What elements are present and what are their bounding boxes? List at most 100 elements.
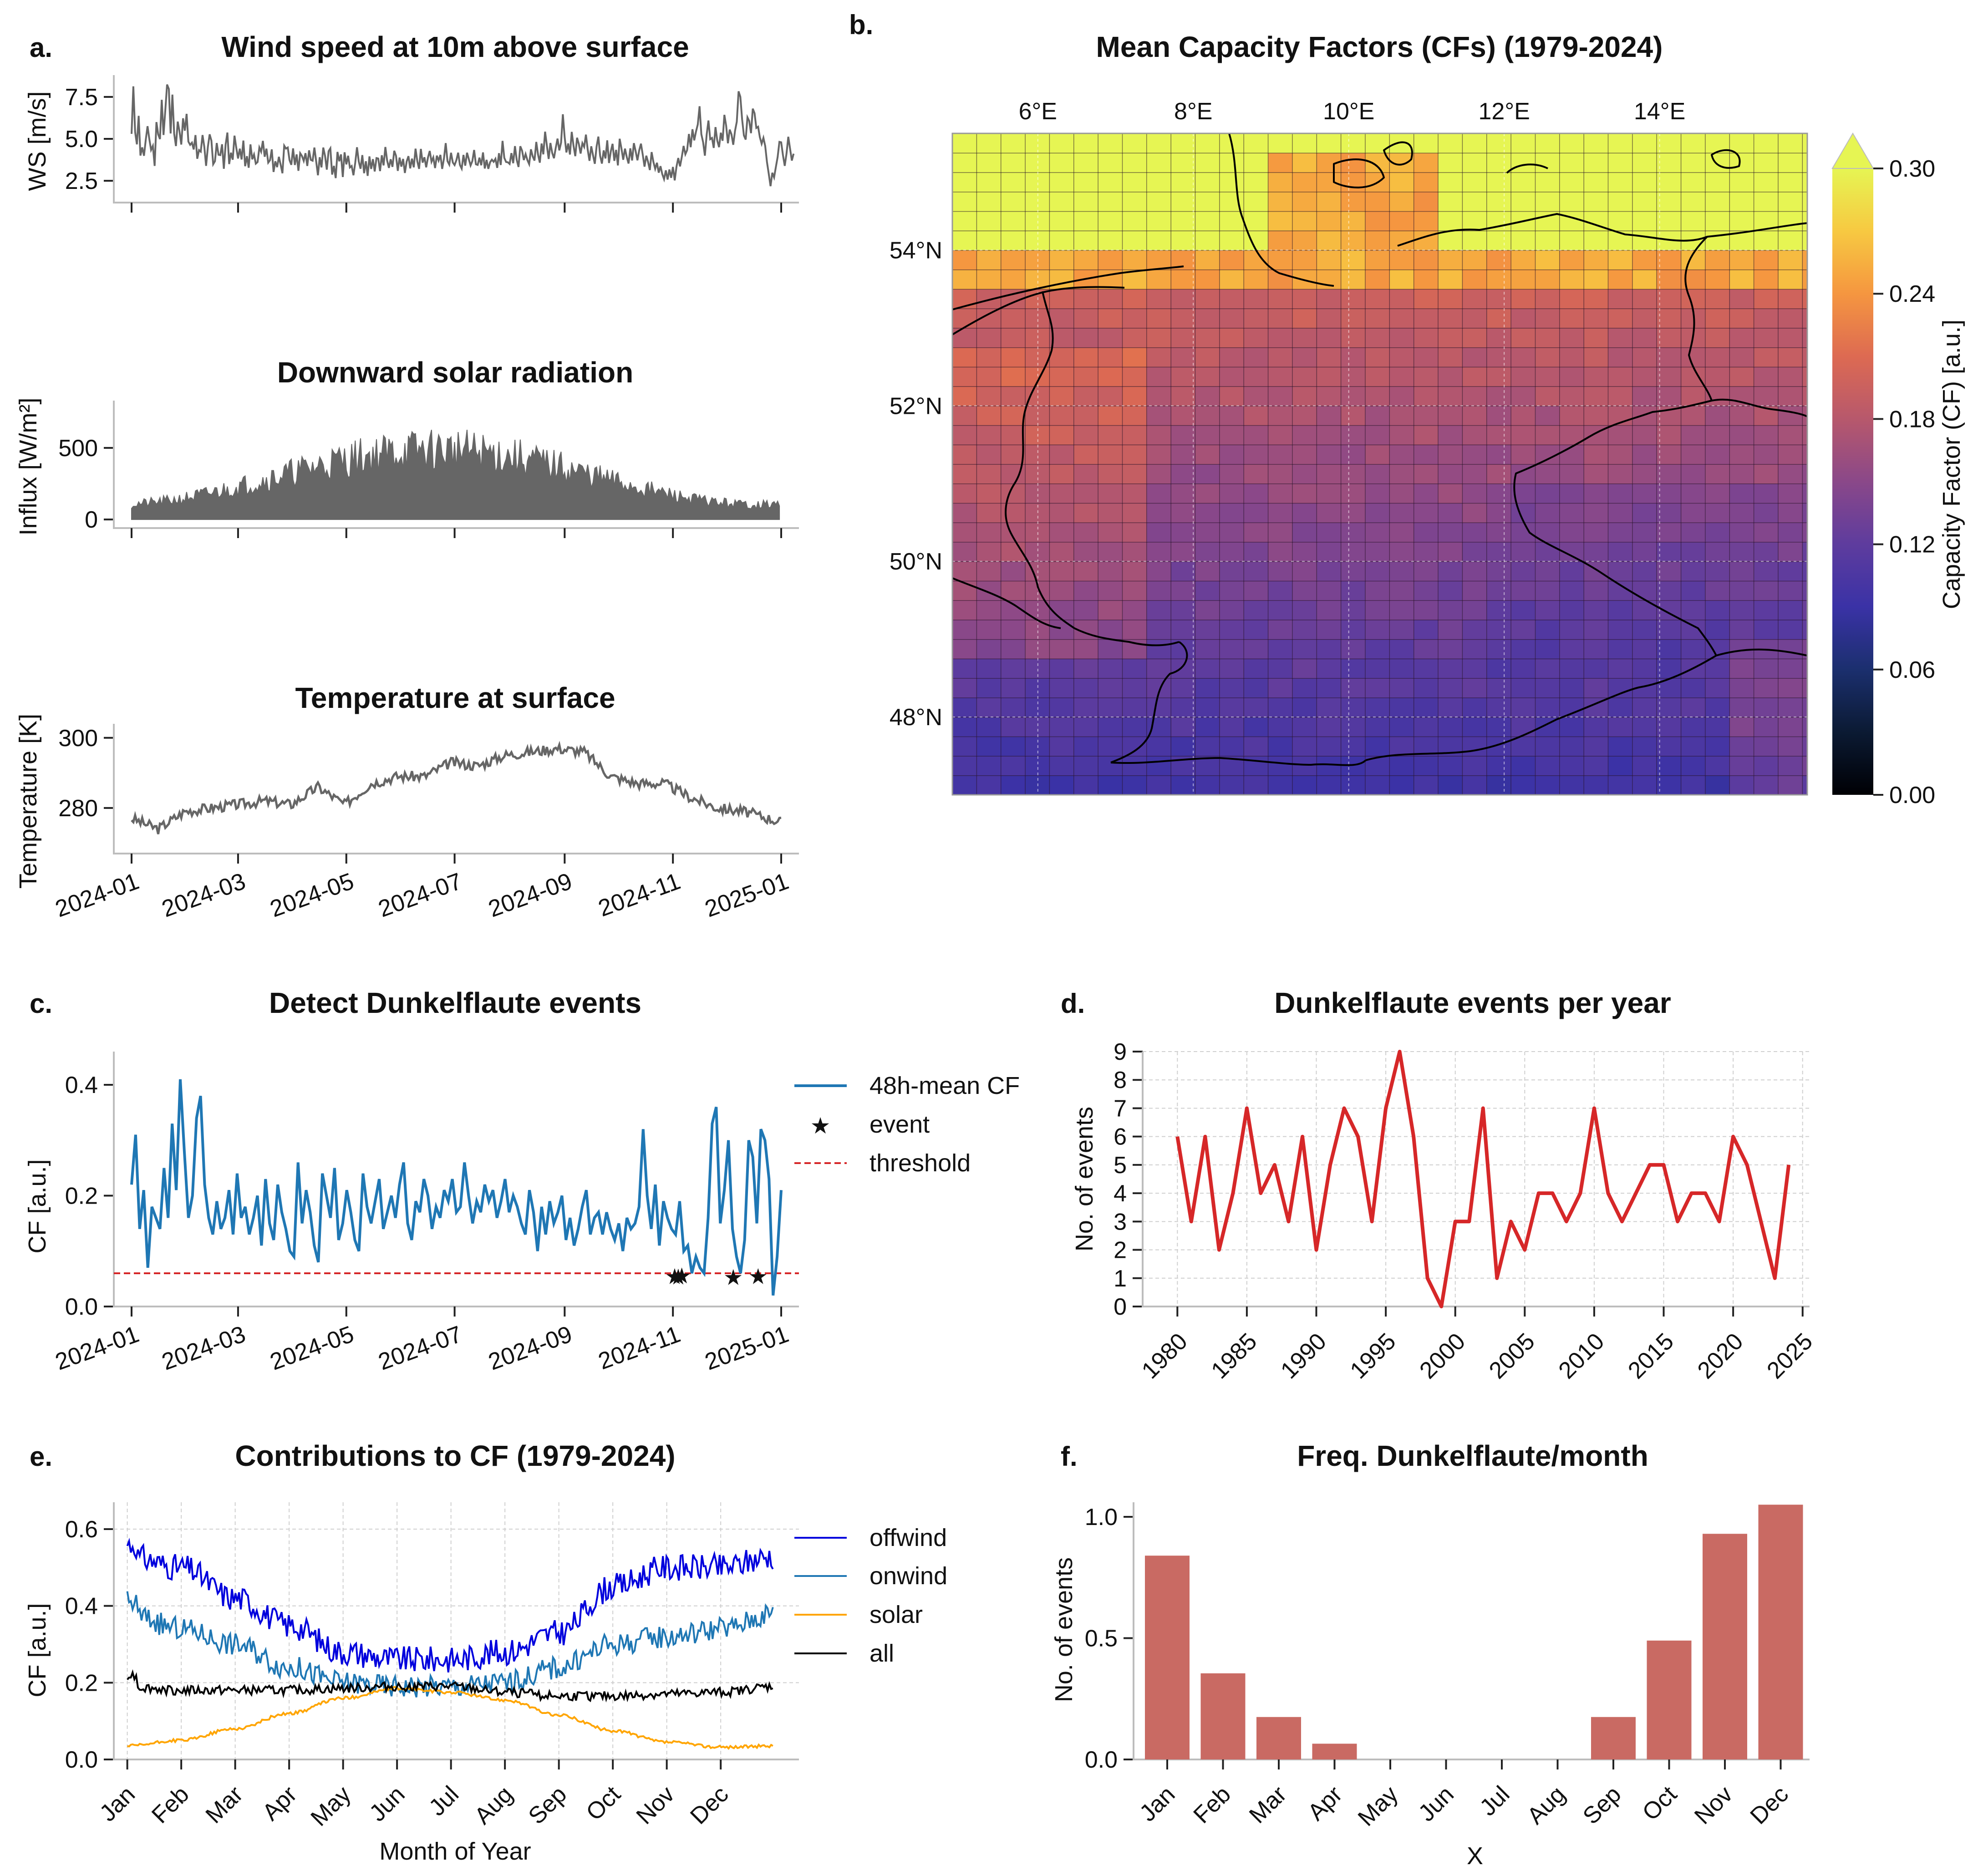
- map-cell: [1632, 775, 1658, 795]
- map-cell: [1462, 308, 1488, 329]
- map-cell: [1389, 600, 1415, 620]
- map-cell: [1510, 658, 1536, 679]
- map-cell: [1000, 639, 1026, 660]
- map-cell: [1583, 230, 1609, 251]
- map-cell: [1413, 755, 1439, 776]
- map-cell: [1729, 133, 1755, 154]
- map-cell: [1486, 386, 1512, 407]
- map-cell: [1389, 755, 1415, 776]
- map-cell: [1389, 541, 1415, 562]
- map-cell: [1049, 269, 1075, 290]
- freq-bar: [1145, 1556, 1190, 1759]
- map-cell: [1486, 619, 1512, 640]
- map-cell: [1049, 289, 1075, 309]
- map-cell: [1486, 133, 1512, 154]
- map-cell: [1098, 522, 1123, 543]
- map-cell: [1607, 503, 1633, 524]
- map-cell: [976, 347, 1002, 368]
- map-cell: [1802, 152, 1807, 173]
- map-cell: [1462, 152, 1488, 173]
- map-cell: [1559, 717, 1585, 737]
- map-cell: [1535, 269, 1561, 290]
- map-cell: [1486, 327, 1512, 348]
- map-cell: [1705, 580, 1730, 601]
- map-cell: [1316, 327, 1342, 348]
- map-cell: [1122, 677, 1148, 698]
- map-cell: [1438, 463, 1463, 484]
- map-cell: [1365, 639, 1390, 660]
- map-cell: [1340, 639, 1366, 660]
- event-marker: ★: [748, 1265, 768, 1289]
- map-cell: [1316, 191, 1342, 212]
- wind-speed-line: [131, 84, 795, 187]
- map-cell: [1438, 541, 1463, 562]
- map-cell: [1170, 775, 1196, 795]
- map-cell: [1146, 269, 1172, 290]
- map-cell: [1316, 172, 1342, 193]
- map-cell: [1073, 386, 1099, 407]
- map-cell: [1195, 503, 1220, 524]
- map-cell: [1170, 327, 1196, 348]
- map-cell: [1146, 133, 1172, 154]
- map-cell: [976, 580, 1002, 601]
- map-cell: [1607, 541, 1633, 562]
- map-cell: [1340, 249, 1366, 270]
- map-cell: [1462, 619, 1488, 640]
- map-cell: [1195, 580, 1220, 601]
- map-cell: [1195, 249, 1220, 270]
- map-cell: [1705, 600, 1730, 620]
- map-cell: [1219, 152, 1245, 173]
- map-cell: [1778, 522, 1803, 543]
- map-cell: [1753, 658, 1779, 679]
- map-cell: [1510, 191, 1536, 212]
- map-cell: [1219, 580, 1245, 601]
- map-cell: [1632, 463, 1658, 484]
- map-cell: [1000, 211, 1026, 231]
- map-cell: [1510, 717, 1536, 737]
- map-cell: [1486, 172, 1512, 193]
- map-cell: [1219, 503, 1245, 524]
- map-cell: [976, 211, 1002, 231]
- map-cell: [1195, 211, 1220, 231]
- map-cell: [1365, 503, 1390, 524]
- freq-bar: [1312, 1744, 1357, 1759]
- map-cell: [1098, 152, 1123, 173]
- map-cell: [1632, 619, 1658, 640]
- map-cell: [1389, 463, 1415, 484]
- map-cell: [1438, 133, 1463, 154]
- map-cell: [952, 308, 977, 329]
- solar-ylabel: Influx [W/m²]: [15, 397, 42, 535]
- map-cell: [1413, 211, 1439, 231]
- map-cell: [1583, 289, 1609, 309]
- freq-bar: [1703, 1534, 1747, 1759]
- map-cell: [1438, 503, 1463, 524]
- map-cell: [1680, 152, 1706, 173]
- map-cell: [1559, 230, 1585, 251]
- map-cell: [976, 658, 1002, 679]
- wind-ytick-label: 5.0: [65, 126, 98, 153]
- map-cell: [1705, 658, 1730, 679]
- map-cell: [1000, 775, 1026, 795]
- map-cell: [1098, 405, 1123, 426]
- map-cell: [1219, 541, 1245, 562]
- map-cell: [1583, 172, 1609, 193]
- map-cell: [1219, 289, 1245, 309]
- map-cell: [1510, 541, 1536, 562]
- freq-bar: [1256, 1717, 1301, 1759]
- events-xtick-label: 2005: [1484, 1328, 1540, 1384]
- map-cell: [952, 600, 977, 620]
- map-cell: [1389, 269, 1415, 290]
- map-cell: [1607, 327, 1633, 348]
- map-cell: [1170, 697, 1196, 718]
- map-cell: [1122, 308, 1148, 329]
- legend-all-label: all: [870, 1640, 894, 1667]
- map-cell: [1243, 172, 1269, 193]
- map-cell: [1535, 308, 1561, 329]
- map-cell: [1705, 561, 1730, 582]
- map-cell: [1243, 522, 1269, 543]
- map-cell: [1195, 152, 1220, 173]
- map-cell: [1438, 172, 1463, 193]
- map-cell: [1170, 463, 1196, 484]
- map-cell: [976, 541, 1002, 562]
- map-cell: [1292, 619, 1317, 640]
